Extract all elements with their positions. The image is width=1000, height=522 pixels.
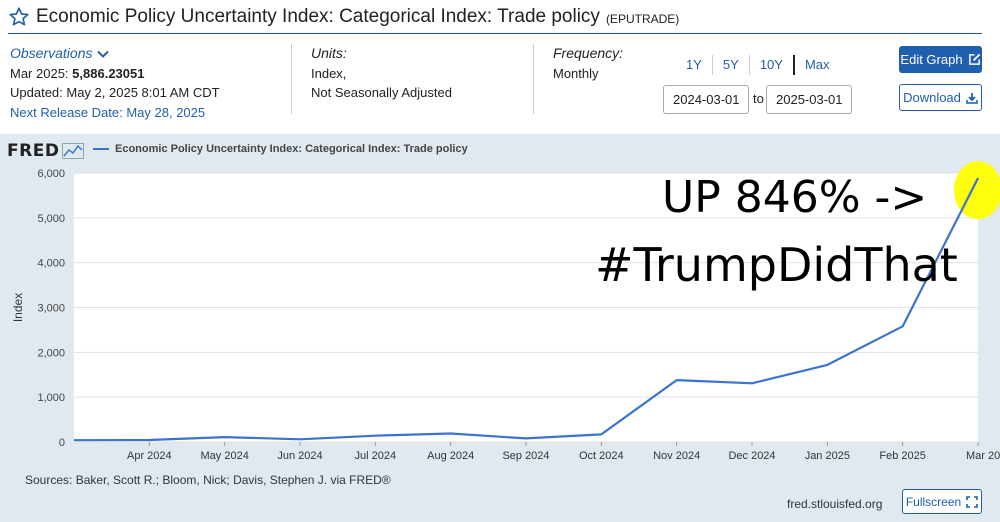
- x-tick-label: Oct 2024: [579, 450, 624, 462]
- download-button[interactable]: Download: [899, 84, 982, 111]
- range-10y-button[interactable]: 10Y: [750, 55, 794, 75]
- x-tick-label: Sep 2024: [502, 450, 549, 462]
- frequency-block: Frequency: Monthly: [553, 44, 623, 83]
- y-tick-label: 4,000: [37, 258, 65, 270]
- units-block: Units: Index, Not Seasonally Adjusted: [311, 44, 452, 103]
- x-tick-label: Feb 2025: [879, 450, 925, 462]
- end-date-input[interactable]: 2025-03-01: [766, 85, 852, 114]
- edit-graph-button[interactable]: Edit Graph: [899, 46, 982, 73]
- observations-dropdown[interactable]: Observations: [10, 44, 220, 64]
- range-max-button[interactable]: Max: [792, 55, 840, 75]
- chart-line-icon: [62, 143, 85, 159]
- sources-text: Sources: Baker, Scott R.; Bloom, Nick; D…: [25, 473, 391, 487]
- y-tick-label: 0: [59, 437, 65, 449]
- observation-value: 5,886.23051: [72, 65, 145, 81]
- units-heading: Units:: [311, 45, 347, 61]
- x-tick-label: Jul 2024: [355, 450, 397, 462]
- range-1y-button[interactable]: 1Y: [676, 55, 713, 75]
- y-tick-label: 1,000: [37, 392, 65, 404]
- observations-block: Observations Mar 2025: 5,886.23051 Updat…: [10, 44, 220, 122]
- range-5y-button[interactable]: 5Y: [713, 55, 750, 75]
- fred-logo: FRED: [7, 141, 85, 161]
- annotation-line-2: #TrumpDidThat: [595, 238, 958, 292]
- legend-label: Economic Policy Uncertainty Index: Categ…: [115, 143, 468, 155]
- x-tick-label: Jun 2024: [277, 450, 322, 462]
- y-tick-label: 3,000: [37, 303, 65, 315]
- units-line-2: Not Seasonally Adjusted: [311, 85, 452, 100]
- fullscreen-button[interactable]: Fullscreen: [902, 489, 982, 514]
- x-tick-label: Aug 2024: [427, 450, 474, 462]
- y-tick-label: 6,000: [37, 168, 65, 180]
- chevron-down-icon[interactable]: [97, 50, 110, 58]
- annotation-line-1: UP 846% ->: [662, 172, 928, 223]
- frequency-heading: Frequency:: [553, 45, 624, 61]
- series-id: (EPUTRADE): [605, 11, 680, 26]
- fred-url: fred.stlouisfed.org: [787, 497, 883, 511]
- next-release-link[interactable]: Next Release Date: May 28, 2025: [10, 104, 206, 120]
- y-tick-label: 5,000: [37, 213, 65, 225]
- edit-graph-label: Edit Graph: [900, 52, 963, 67]
- x-tick-label: Nov 2024: [653, 450, 700, 462]
- observation-period: Mar 2025:: [10, 65, 69, 81]
- x-tick-label: Mar 20: [966, 450, 1000, 462]
- units-line-1: Index,: [311, 65, 347, 81]
- x-tick-label: Apr 2024: [127, 450, 172, 462]
- fred-logo-text: FRED: [7, 141, 60, 161]
- range-buttons: 1Y 5Y 10Y Max: [676, 55, 840, 75]
- start-date-input[interactable]: 2024-03-01: [663, 85, 749, 114]
- y-tick-label: 2,000: [37, 347, 65, 359]
- x-tick-label: Jan 2025: [805, 450, 850, 462]
- fullscreen-icon: [966, 495, 978, 508]
- star-icon[interactable]: [8, 6, 30, 28]
- title-divider: [8, 33, 982, 34]
- x-tick-label: Dec 2024: [728, 450, 775, 462]
- page-title: Economic Policy Uncertainty Index: Categ…: [36, 6, 600, 27]
- download-icon: [966, 92, 978, 104]
- updated-text: Updated: May 2, 2025 8:01 AM CDT: [10, 85, 220, 100]
- divider: [533, 44, 534, 114]
- date-range-to-label: to: [753, 91, 764, 106]
- latest-observation: Mar 2025: 5,886.23051: [10, 64, 220, 84]
- y-axis-label: Index: [11, 293, 25, 322]
- frequency-value: Monthly: [553, 65, 599, 81]
- line-chart: 0 1,000 2,000 3,000 4,000 5,000 6,000 Index Apr …: [11, 161, 1000, 462]
- title-row: Economic Policy Uncertainty Index: Categ…: [8, 4, 679, 30]
- divider: [291, 44, 292, 114]
- legend-swatch: [93, 148, 109, 150]
- observations-heading[interactable]: Observations: [10, 45, 93, 61]
- edit-icon: [968, 53, 980, 65]
- download-label: Download: [903, 90, 961, 105]
- chart-legend: Economic Policy Uncertainty Index: Categ…: [93, 143, 468, 155]
- fullscreen-label: Fullscreen: [905, 494, 962, 509]
- x-tick-label: May 2024: [201, 450, 249, 462]
